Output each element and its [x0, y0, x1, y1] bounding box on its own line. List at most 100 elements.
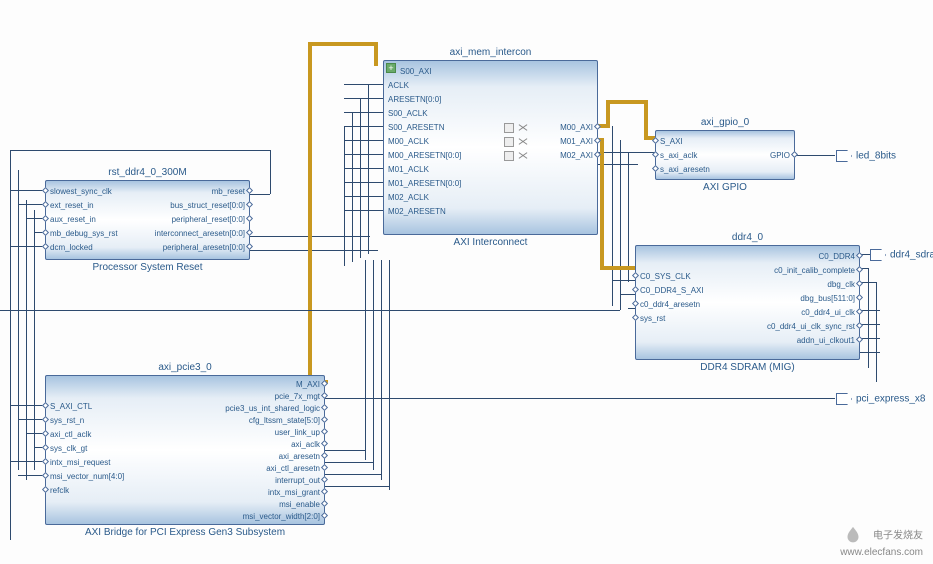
ext-port-led[interactable]: led_8bits [836, 150, 896, 162]
block-gpio[interactable]: axi_gpio_0 AXI GPIO S_AXI s_axi_aclk s_a… [655, 130, 795, 180]
port: dbg_bus[511:0] [800, 293, 855, 304]
pin-icon [652, 165, 659, 172]
instance-label: axi_gpio_0 [701, 117, 749, 128]
wire [344, 140, 383, 141]
port: C0_SYS_CLK [640, 271, 691, 282]
port: M02_ARESETN [388, 206, 446, 217]
wire [344, 168, 383, 169]
wire [10, 461, 45, 462]
block-pcie[interactable]: axi_pcie3_0 AXI Bridge for PCI Express G… [45, 375, 325, 525]
wire [389, 260, 390, 490]
port: sys_rst_n [50, 415, 84, 426]
wire [344, 196, 383, 197]
wire [795, 155, 835, 156]
port: s_axi_aresetn [660, 164, 710, 175]
pin-icon [321, 464, 328, 471]
port: s_axi_aclk [660, 150, 697, 161]
pin-icon [321, 440, 328, 447]
port: M01_ACLK [388, 164, 429, 175]
type-label: AXI GPIO [703, 182, 747, 193]
port: aux_reset_in [50, 214, 96, 225]
port: dcm_locked [50, 242, 93, 253]
wire [10, 150, 11, 540]
port: intx_msi_grant [268, 487, 320, 498]
port: c0_ddr4_ui_clk [801, 307, 855, 318]
port: M00_ARESETN[0:0] [388, 150, 461, 161]
pin-icon [42, 444, 49, 451]
port: c0_init_calib_complete [774, 265, 855, 276]
port: pcie_7x_mgt [275, 391, 320, 402]
port: sys_clk_gt [50, 443, 87, 454]
pin-icon [321, 488, 328, 495]
wire [325, 474, 381, 475]
wire [250, 194, 270, 195]
type-label: AXI Interconnect [454, 237, 528, 248]
axi-bus [600, 266, 635, 270]
pin-icon [246, 243, 253, 250]
port: M01_ARESETN[0:0] [388, 178, 461, 189]
wire [0, 310, 620, 311]
port: dbg_clk [827, 279, 855, 290]
pin-icon [42, 430, 49, 437]
instance-label: axi_mem_intercon [450, 47, 532, 58]
block-rst[interactable]: rst_ddr4_0_300M Processor System Reset s… [45, 180, 250, 260]
port: msi_vector_width[2:0] [243, 511, 320, 522]
port: c0_ddr4_ui_clk_sync_rst [767, 321, 855, 332]
wire [360, 98, 361, 258]
port: S_AXI [660, 136, 683, 147]
port: msi_enable [279, 499, 320, 510]
port: axi_aresetn [279, 451, 320, 462]
wire [381, 260, 382, 480]
pin-icon [42, 229, 49, 236]
port: axi_aclk [291, 439, 320, 450]
port: M01_AXI [560, 136, 593, 147]
block-interconnect[interactable]: + axi_mem_intercon AXI Interconnect S00_… [383, 60, 598, 235]
ext-port-pcie[interactable]: pci_express_x8 [836, 393, 925, 405]
port: c0_ddr4_aresetn [640, 299, 700, 310]
expand-icon[interactable]: + [386, 63, 396, 73]
pin-icon [321, 476, 328, 483]
port: interrupt_out [275, 475, 320, 486]
port: M00_AXI [560, 122, 593, 133]
port: mb_debug_sys_rst [50, 228, 118, 239]
port: intx_msi_request [50, 457, 110, 468]
instance-label: axi_pcie3_0 [158, 362, 211, 373]
port: C0_DDR4 [819, 251, 855, 262]
block-ddr4[interactable]: ddr4_0 DDR4 SDRAM (MIG) C0_SYS_CLK C0_DD… [635, 245, 860, 360]
wire [344, 84, 383, 85]
axi-bus [308, 42, 312, 382]
port: mb_reset [212, 186, 245, 197]
ext-port-ddr[interactable]: ddr4_sdram [870, 249, 933, 261]
pin-icon [42, 472, 49, 479]
pin-icon [632, 300, 639, 307]
axi-bus [644, 100, 648, 136]
wire [612, 126, 613, 306]
wire [352, 112, 353, 262]
wire [325, 398, 835, 399]
pin-icon [246, 201, 253, 208]
port: msi_vector_num[4:0] [50, 471, 124, 482]
pin-icon [42, 243, 49, 250]
axi-bus [606, 100, 610, 128]
wire [10, 405, 45, 406]
port: axi_ctl_aresetn [266, 463, 320, 474]
wire [344, 210, 383, 211]
wire [34, 210, 35, 470]
wire [598, 164, 638, 165]
instance-label: rst_ddr4_0_300M [108, 167, 186, 178]
wire [325, 450, 365, 451]
wire [18, 170, 19, 470]
wire [628, 152, 629, 282]
port: user_link_up [275, 427, 320, 438]
port: GPIO [770, 150, 790, 161]
port: M00_ACLK [388, 136, 429, 147]
pin-icon [632, 314, 639, 321]
watermark-url: www.elecfans.com [840, 547, 923, 558]
pin-icon [246, 229, 253, 236]
type-label: DDR4 SDRAM (MIG) [700, 362, 794, 373]
port: peripheral_reset[0:0] [172, 214, 245, 225]
port: S_AXI_CTL [50, 401, 92, 412]
wire [26, 200, 27, 480]
wire [612, 280, 635, 281]
port: bus_struct_reset[0:0] [170, 200, 245, 211]
